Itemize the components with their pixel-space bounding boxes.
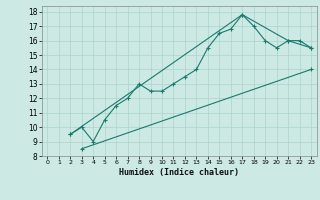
X-axis label: Humidex (Indice chaleur): Humidex (Indice chaleur) — [119, 168, 239, 177]
